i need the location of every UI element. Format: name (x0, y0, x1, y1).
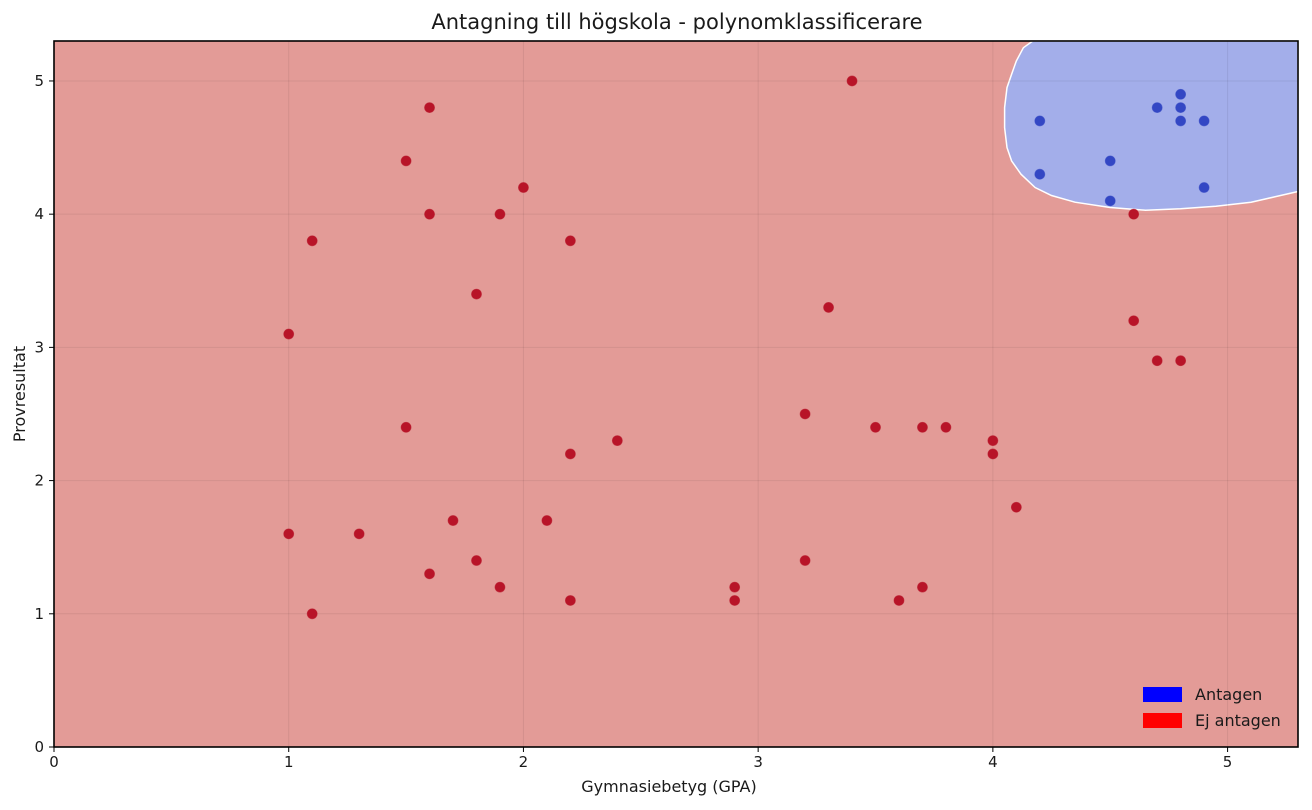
point-ej-antagen (729, 595, 741, 606)
point-antagen (1198, 182, 1210, 193)
legend-label-ej-antagen: Ej antagen (1195, 711, 1281, 730)
plot-frame (53, 40, 1299, 748)
point-ej-antagen (494, 581, 506, 593)
point-ej-antagen (424, 102, 435, 114)
point-ej-antagen (447, 515, 459, 526)
x-tick-label: 3 (753, 753, 763, 771)
point-ej-antagen (564, 235, 576, 247)
point-ej-antagen (400, 421, 412, 433)
y-tick-label: 2 (34, 472, 44, 490)
x-tick-label: 5 (1223, 753, 1233, 771)
point-ej-antagen (870, 421, 881, 433)
point-ej-antagen (1128, 208, 1140, 220)
x-axis: 0 1 2 3 4 5 (49, 747, 1232, 771)
point-ej-antagen (306, 235, 318, 247)
point-ej-antagen (917, 581, 928, 593)
point-ej-antagen (893, 595, 905, 606)
legend-swatch-antagen (1143, 687, 1182, 702)
legend-swatch-ej-antagen (1143, 713, 1182, 728)
point-antagen (1151, 102, 1163, 114)
point-ej-antagen (1128, 315, 1140, 327)
point-antagen (1104, 155, 1116, 167)
y-tick-label: 5 (34, 72, 44, 90)
point-antagen (1175, 102, 1187, 114)
point-antagen (1175, 88, 1187, 100)
point-ej-antagen (424, 208, 435, 220)
point-ej-antagen (400, 155, 412, 167)
y-axis: 0 1 2 3 4 5 (34, 72, 54, 756)
point-ej-antagen (1151, 355, 1163, 367)
y-axis-label: Provresultat (10, 346, 29, 442)
point-ej-antagen (518, 182, 529, 193)
point-ej-antagen (306, 608, 318, 620)
x-tick-label: 1 (284, 753, 294, 771)
point-ej-antagen (283, 528, 295, 540)
y-tick-label: 0 (34, 738, 44, 756)
y-tick-label: 1 (34, 605, 44, 623)
x-tick-label: 4 (988, 753, 998, 771)
point-ej-antagen (823, 302, 834, 313)
legend-label-antagen: Antagen (1195, 685, 1262, 704)
region-antagen (1003, 40, 1299, 211)
point-ej-antagen (987, 435, 999, 447)
point-antagen (1034, 115, 1046, 127)
x-axis-label: Gymnasiebetyg (GPA) (581, 777, 756, 796)
x-tick-label: 0 (49, 753, 59, 771)
chart-title: Antagning till högskola - polynomklassif… (431, 10, 922, 34)
point-ej-antagen (799, 555, 811, 566)
point-ej-antagen (1175, 355, 1187, 367)
point-ej-antagen (353, 528, 365, 540)
legend: Antagen Ej antagen (1143, 685, 1281, 730)
point-antagen (1034, 168, 1046, 180)
y-tick-label: 3 (34, 338, 44, 356)
point-ej-antagen (729, 581, 741, 593)
point-ej-antagen (799, 408, 811, 420)
point-ej-antagen (846, 75, 858, 87)
y-tick-label: 4 (34, 205, 44, 223)
point-ej-antagen (917, 421, 928, 433)
point-ej-antagen (424, 568, 435, 580)
point-ej-antagen (471, 555, 482, 566)
x-tick-label: 2 (519, 753, 529, 771)
point-antagen (1104, 195, 1116, 207)
point-antagen (1175, 115, 1187, 127)
plot-area (53, 40, 1299, 748)
point-ej-antagen (541, 515, 553, 526)
point-ej-antagen (1010, 501, 1022, 513)
point-ej-antagen (564, 448, 576, 460)
point-ej-antagen (987, 448, 999, 460)
point-ej-antagen (940, 421, 952, 433)
point-ej-antagen (471, 288, 482, 300)
point-ej-antagen (564, 595, 576, 606)
point-ej-antagen (283, 328, 295, 340)
point-ej-antagen (494, 208, 506, 220)
point-antagen (1198, 115, 1210, 127)
point-ej-antagen (611, 435, 623, 447)
